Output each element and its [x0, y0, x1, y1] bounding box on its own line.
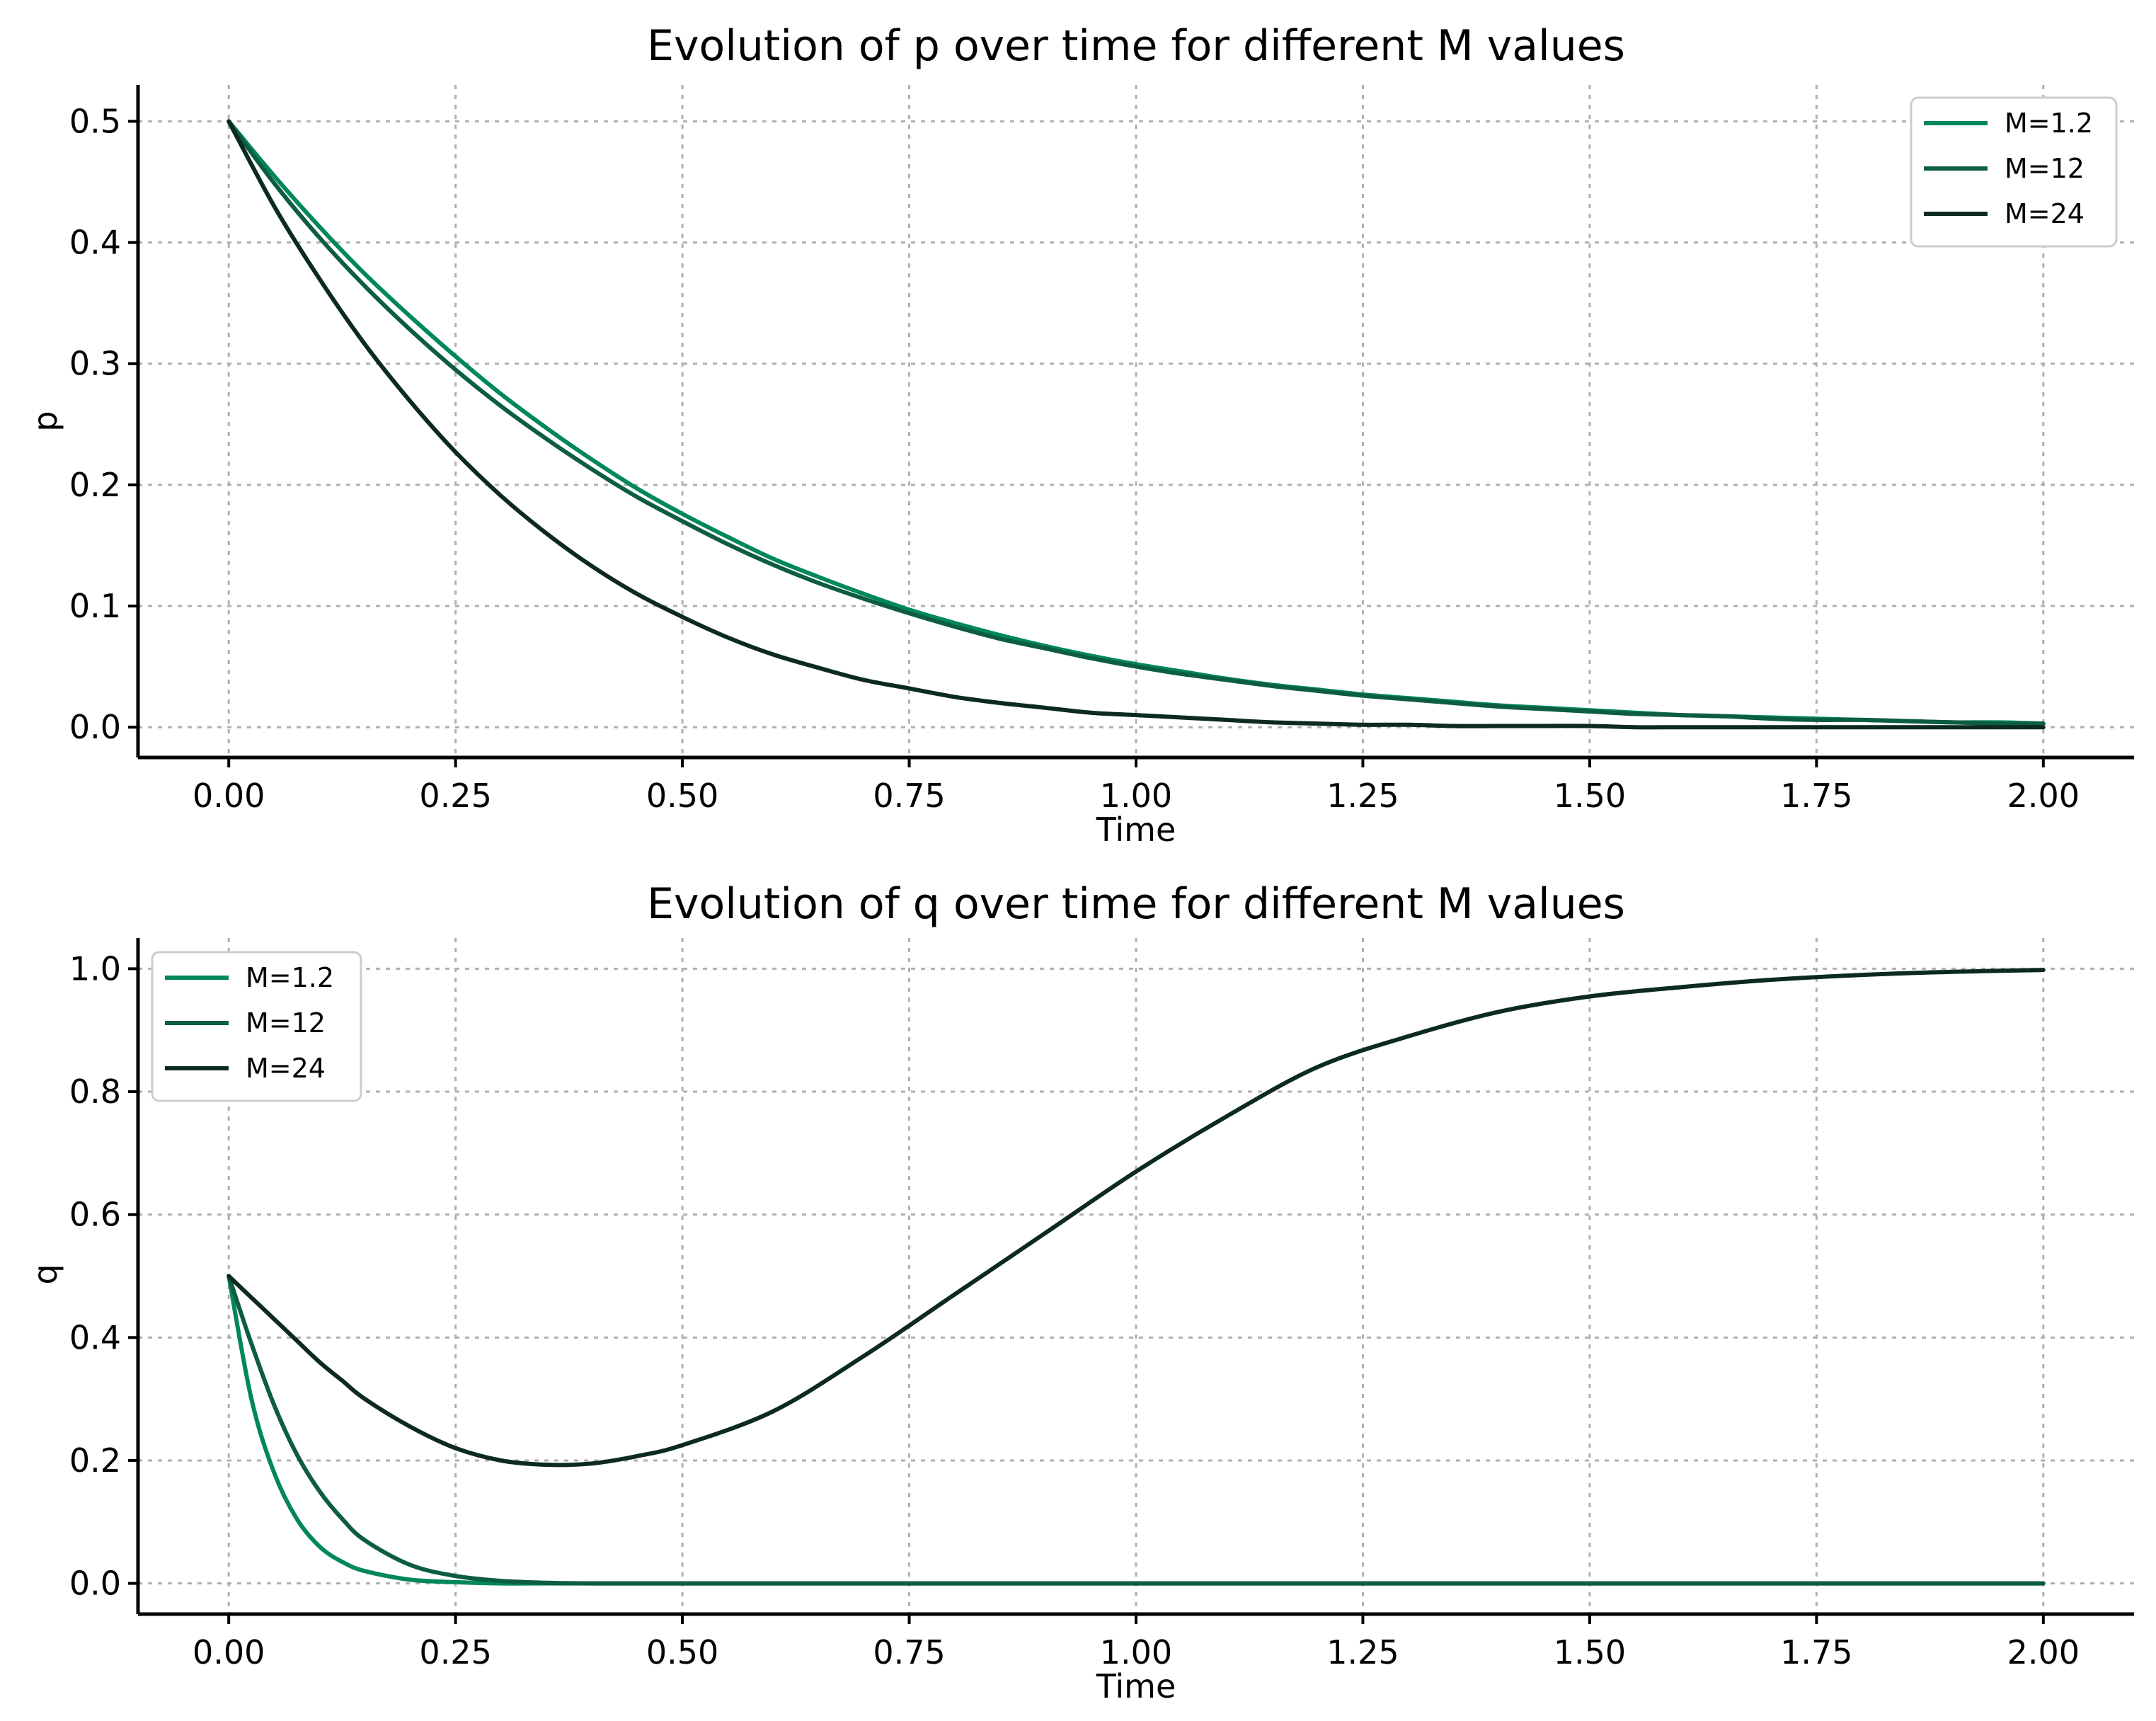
chart-p-x-tick-label: 1.50: [1554, 777, 1626, 815]
chart-p-y-label: p: [26, 411, 64, 431]
chart-q-y-tick-label: 0.8: [69, 1073, 121, 1111]
chart-q-x-tick-label: 0.75: [873, 1633, 945, 1671]
chart-q-x-tick-label: 0.00: [193, 1633, 265, 1671]
chart-q-legend-label: M=24: [246, 1053, 326, 1084]
chart-q-series-line-m-12: [227, 1274, 2046, 1586]
chart-p-y-ticks: 0.0 0.1 0.2 0.3 0.4 0.5: [69, 102, 138, 746]
chart-q-title: Evolution of q over time for different M…: [647, 879, 1625, 929]
chart-p: Evolution of p over time for different M…: [26, 21, 2134, 849]
chart-p-series-line-m-12: [227, 119, 2046, 726]
chart-q-y-tick-label: 0.2: [69, 1441, 121, 1480]
chart-q-series: [227, 968, 2046, 1586]
chart-q-series-line-m-24: [227, 968, 2046, 1468]
chart-p-x-tick-label: 0.25: [419, 777, 491, 815]
chart-q-y-tick-label: 0.6: [69, 1196, 121, 1234]
chart-p-y-tick-label: 0.4: [69, 224, 121, 262]
chart-p-x-tick-label: 1.25: [1326, 777, 1399, 815]
chart-p-x-tick-label: 0.00: [193, 777, 265, 815]
chart-p-series-line-m-24: [227, 119, 2046, 730]
chart-q-x-tick-label: 1.25: [1326, 1633, 1399, 1671]
chart-p-series: [227, 119, 2046, 730]
chart-q-legend-label: M=12: [246, 1007, 326, 1039]
chart-q-x-tick-label: 0.50: [646, 1633, 718, 1671]
chart-p-legend-label: M=12: [2005, 153, 2085, 184]
chart-q-x-tick-label: 0.25: [419, 1633, 491, 1671]
chart-p-x-ticks: 0.00 0.25 0.50 0.75 1.00 1.25 1.50 1.75 2.00: [193, 757, 2080, 815]
chart-p-y-tick-label: 0.1: [69, 587, 121, 625]
chart-p-legend: M=1.2 M=12 M=24: [1910, 96, 2118, 248]
chart-p-y-tick-label: 0.2: [69, 466, 121, 504]
chart-q: Evolution of q over time for different M…: [26, 879, 2134, 1705]
chart-q-y-tick-label: 0.0: [69, 1565, 121, 1603]
chart-p-x-tick-label: 1.00: [1100, 777, 1172, 815]
chart-q-x-label: Time: [1096, 1667, 1176, 1705]
chart-q-x-tick-label: 1.50: [1554, 1633, 1626, 1671]
chart-q-y-tick-label: 0.4: [69, 1318, 121, 1356]
chart-q-y-label: q: [26, 1264, 64, 1284]
chart-p-title: Evolution of p over time for different M…: [647, 21, 1625, 71]
chart-p-x-label: Time: [1096, 811, 1176, 849]
chart-p-x-tick-label: 0.75: [873, 777, 945, 815]
chart-p-y-tick-label: 0.0: [69, 708, 121, 746]
chart-q-y-ticks: 0.0 0.2 0.4 0.6 0.8 1.0: [69, 949, 138, 1603]
chart-p-legend-box: [1910, 96, 2118, 248]
chart-q-x-tick-label: 1.75: [1780, 1633, 1852, 1671]
chart-p-legend-label: M=24: [2005, 198, 2085, 229]
chart-p-x-tick-label: 1.75: [1780, 777, 1852, 815]
chart-p-y-tick-label: 0.3: [69, 345, 121, 383]
chart-q-legend: M=1.2 M=12 M=24: [151, 951, 362, 1102]
chart-q-x-tick-label: 2.00: [2007, 1633, 2080, 1671]
chart-p-legend-label: M=1.2: [2005, 108, 2093, 139]
chart-p-x-tick-label: 0.50: [646, 777, 718, 815]
chart-q-x-ticks: 0.00 0.25 0.50 0.75 1.00 1.25 1.50 1.75 2.00: [193, 1614, 2080, 1671]
chart-q-legend-box: [151, 951, 362, 1102]
chart-q-legend-label: M=1.2: [246, 962, 334, 993]
chart-q-y-tick-label: 1.0: [69, 949, 121, 988]
chart-p-x-tick-label: 2.00: [2007, 777, 2080, 815]
chart-p-y-tick-label: 0.5: [69, 102, 121, 140]
chart-q-x-tick-label: 1.00: [1100, 1633, 1172, 1671]
